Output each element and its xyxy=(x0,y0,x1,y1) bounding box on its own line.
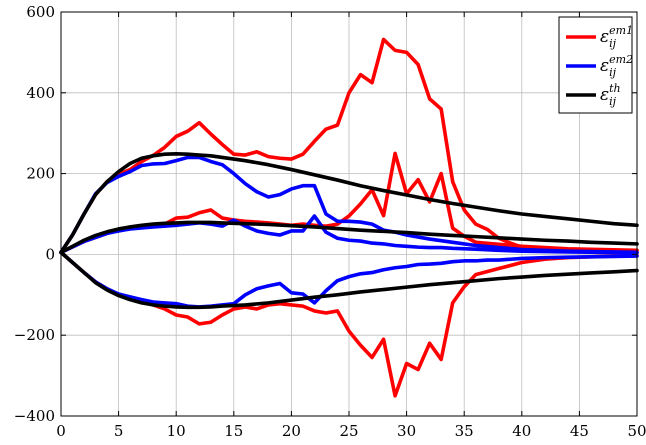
x-tick-label: 30 xyxy=(397,422,416,440)
x-tick-label: 45 xyxy=(570,422,589,440)
y-tick-label: −200 xyxy=(14,326,55,344)
x-tick-label: 0 xyxy=(56,422,66,440)
y-tick-label: 200 xyxy=(26,165,55,183)
legend: εem1 ij εem2 ij εth ij xyxy=(558,16,633,114)
legend-label: εth ij xyxy=(600,82,621,108)
series-line-3-curve-2 xyxy=(59,220,639,255)
y-tick-label: −400 xyxy=(14,407,55,425)
x-tick-label: 25 xyxy=(339,422,358,440)
y-tick-label: 0 xyxy=(45,245,55,263)
series-line-2-curve-2 xyxy=(59,214,639,255)
x-tick-label: 35 xyxy=(455,422,474,440)
x-tick-label: 15 xyxy=(224,422,243,440)
x-tick-label: 10 xyxy=(167,422,186,440)
series-line-3-curve-1 xyxy=(59,152,639,255)
series-line-3-curve-3 xyxy=(59,250,639,310)
x-tick-label: 20 xyxy=(282,422,301,440)
x-tick-label: 5 xyxy=(114,422,124,440)
y-tick-label: 400 xyxy=(26,84,55,102)
x-tick-label: 40 xyxy=(512,422,531,440)
plot-area xyxy=(59,37,639,398)
axes-ticks: 0 5 10 15 20 25 30 35 40 45 50 −400 −200 0 200 400 600 xyxy=(14,3,646,440)
legend-label: εem2 ij xyxy=(600,53,633,79)
x-tick-label: 50 xyxy=(627,422,646,440)
series-line-2-curve-1 xyxy=(59,155,639,255)
y-tick-label: 600 xyxy=(26,3,55,21)
legend-label: εem1 ij xyxy=(600,24,633,50)
